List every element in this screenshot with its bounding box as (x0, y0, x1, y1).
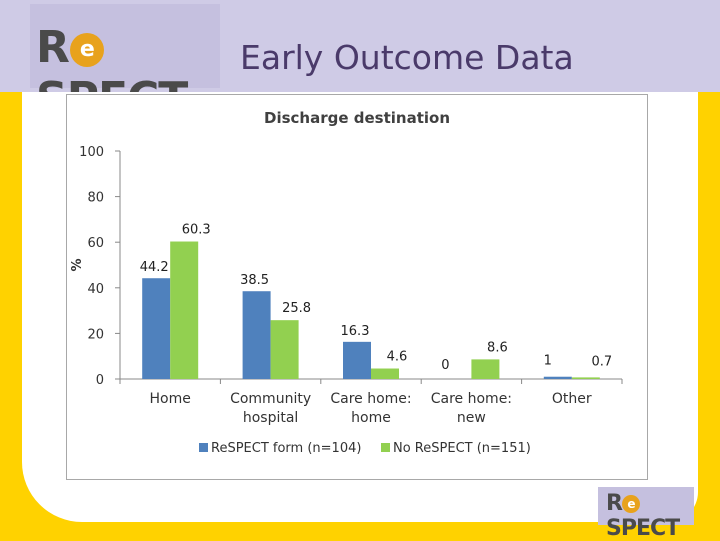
page-title: Early Outcome Data (240, 38, 574, 77)
discharge-chart: Discharge destination 0 20 40 60 80 100% 44.2 60… (70, 109, 623, 456)
heart-icon: e (621, 495, 640, 513)
respect-logo: ReSPECT (30, 4, 220, 124)
y-tick-label: 100 (79, 145, 104, 160)
header-bar: ReSPECT Early Outcome Data (0, 0, 720, 124)
y-tick-label: 80 (87, 191, 104, 206)
bar-no-respect (270, 320, 299, 379)
bar-respect (142, 278, 171, 379)
x-tick-label: new (457, 410, 486, 426)
legend-label: ReSPECT form (n=104) (211, 441, 361, 456)
x-tick-label: hospital (243, 410, 298, 426)
y-tick-label: 0 (96, 373, 104, 388)
bar-no-respect (471, 359, 500, 379)
data-label: 25.8 (282, 301, 311, 316)
bar-respect (343, 341, 371, 379)
x-tick-label: home (351, 410, 391, 426)
data-label: 38.5 (240, 273, 269, 288)
x-tick-label: Home (150, 391, 191, 407)
bar-respect (242, 291, 271, 379)
data-label: 1 (544, 354, 552, 369)
chart-frame: Discharge destination 0 20 40 60 80 100% 44.2 60… (66, 94, 648, 480)
chart-title: Discharge destination (264, 109, 450, 127)
y-tick-label: 20 (87, 327, 104, 342)
bar-no-respect (371, 368, 399, 379)
y-tick-label: 40 (87, 282, 104, 297)
bar-no-respect (571, 377, 600, 379)
y-axis-label: % (70, 258, 85, 271)
data-label: 8.6 (487, 340, 508, 355)
data-label: 16.3 (341, 324, 370, 339)
x-tick-label: Care home: (330, 391, 411, 407)
data-label: 44.2 (140, 260, 169, 275)
x-tick-label: Community (230, 391, 311, 407)
heart-icon: e (69, 33, 104, 67)
legend-swatch (381, 443, 390, 452)
legend-label: No ReSPECT (n=151) (393, 441, 531, 456)
bar-no-respect (170, 241, 199, 379)
data-label: 60.3 (182, 223, 211, 238)
legend-swatch (199, 443, 208, 452)
data-label: 4.6 (387, 350, 408, 365)
data-label: 0.7 (591, 354, 612, 369)
bar-respect (543, 376, 572, 379)
y-tick-label: 60 (87, 236, 104, 251)
x-tick-label: Other (552, 391, 592, 407)
x-tick-label: Care home: (431, 391, 512, 407)
data-label: 0 (441, 358, 449, 373)
